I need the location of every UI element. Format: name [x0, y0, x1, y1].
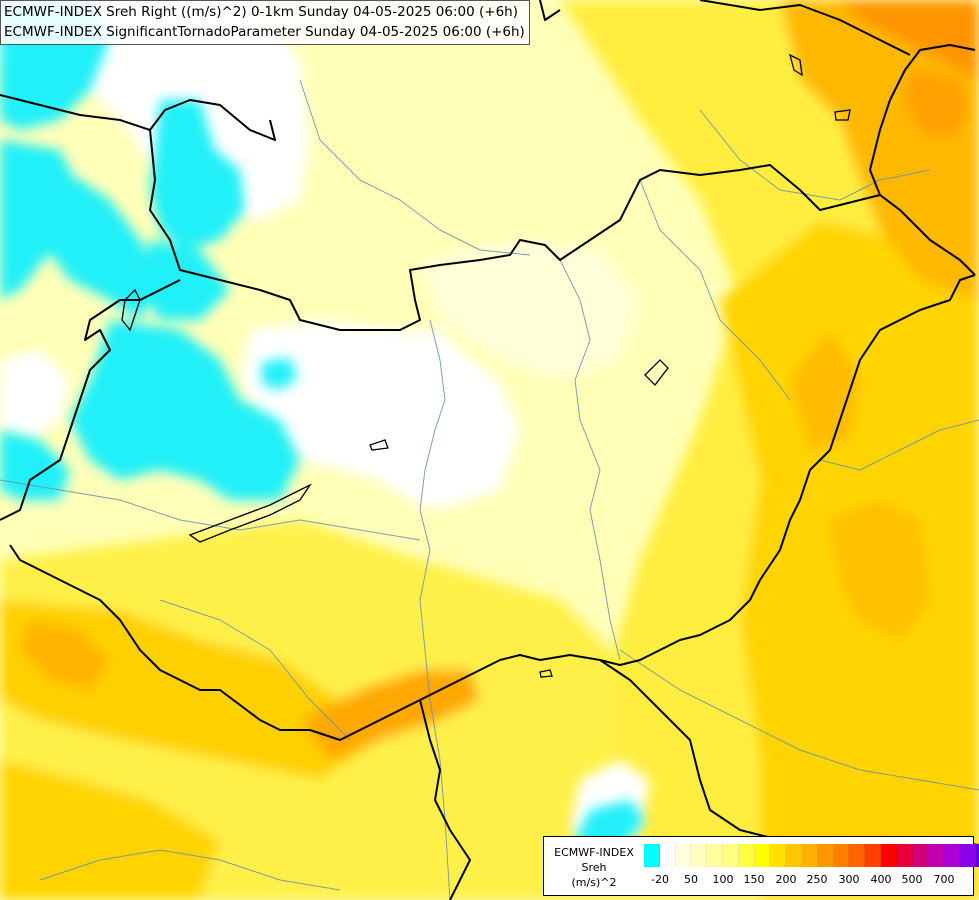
legend-swatch: [770, 844, 787, 867]
field-orange-e: [830, 500, 930, 640]
legend-ticks: -20 50 100 150 200 250 300 400 500 700: [644, 873, 974, 889]
legend-title-param: Sreh: [581, 861, 607, 874]
field-white-center: [240, 320, 520, 510]
field-cyan-west-b: [30, 160, 160, 320]
legend-swatch: [896, 844, 913, 867]
legend-tick-label: 250: [806, 873, 828, 886]
field-orange-e2: [790, 330, 860, 450]
legend-swatch: [865, 844, 881, 867]
legend-swatch: [754, 844, 771, 867]
color-legend: ECMWF-INDEX Sreh (m/s)^2 -20 50 100 150 200 2…: [543, 836, 979, 896]
legend-swatch: [912, 844, 929, 867]
legend-tick-label: 500: [901, 873, 923, 886]
legend-swatch: [817, 844, 834, 867]
field-pale-center: [420, 240, 640, 380]
legend-swatch: [738, 844, 755, 867]
legend-tick-label: 200: [775, 873, 797, 886]
legend-swatch: [644, 844, 660, 867]
field-cyan-central: [70, 320, 300, 500]
legend-swatch: [801, 844, 818, 867]
lakes: [121, 53, 851, 678]
field-orange-sw: [20, 620, 110, 690]
field-cyan-blob: [262, 358, 298, 390]
legend-tick-label: 700: [933, 873, 955, 886]
legend-swatch: [975, 844, 979, 867]
legend-tick-label: 400: [870, 873, 892, 886]
legend-swatch: [659, 844, 676, 867]
legend-swatch: [833, 844, 850, 867]
legend-swatch: [722, 844, 739, 867]
legend-tick-label: 100: [712, 873, 734, 886]
field-white-west: [0, 350, 70, 440]
legend-swatch: [707, 844, 723, 867]
legend-title-source: ECMWF-INDEX: [554, 846, 634, 859]
rivers: [0, 79, 979, 900]
field-cyan-west-strip: [140, 240, 230, 320]
legend-swatch: [928, 844, 945, 867]
legend-title: ECMWF-INDEX Sreh (m/s)^2: [546, 845, 642, 890]
legend-title-unit: (m/s)^2: [571, 876, 617, 889]
header-line-sreh: ECMWF-INDEX Sreh Right ((m/s)^2) 0-1km S…: [4, 4, 518, 20]
field-orange-ne-blob: [905, 70, 970, 140]
legend-tick-label: 300: [838, 873, 860, 886]
field-orange-ne-core: [840, 0, 979, 80]
legend-swatch: [691, 844, 708, 867]
legend-swatch: [959, 844, 976, 867]
legend-swatches: [644, 844, 979, 867]
legend-tick-label: 150: [743, 873, 765, 886]
legend-tick-label: -20: [651, 873, 669, 886]
field-cyan-north: [150, 100, 245, 250]
header-line-stp: ECMWF-INDEX SignificantTornadoParameter …: [4, 24, 525, 40]
legend-swatch: [849, 844, 866, 867]
legend-swatch: [675, 844, 692, 867]
legend-swatch: [944, 844, 960, 867]
legend-tick-label: 50: [684, 873, 698, 886]
legend-swatch: [880, 844, 897, 867]
legend-swatch: [786, 844, 802, 867]
field-gold-s: [0, 760, 220, 900]
map-header: ECMWF-INDEX Sreh Right ((m/s)^2) 0-1km S…: [0, 0, 530, 45]
